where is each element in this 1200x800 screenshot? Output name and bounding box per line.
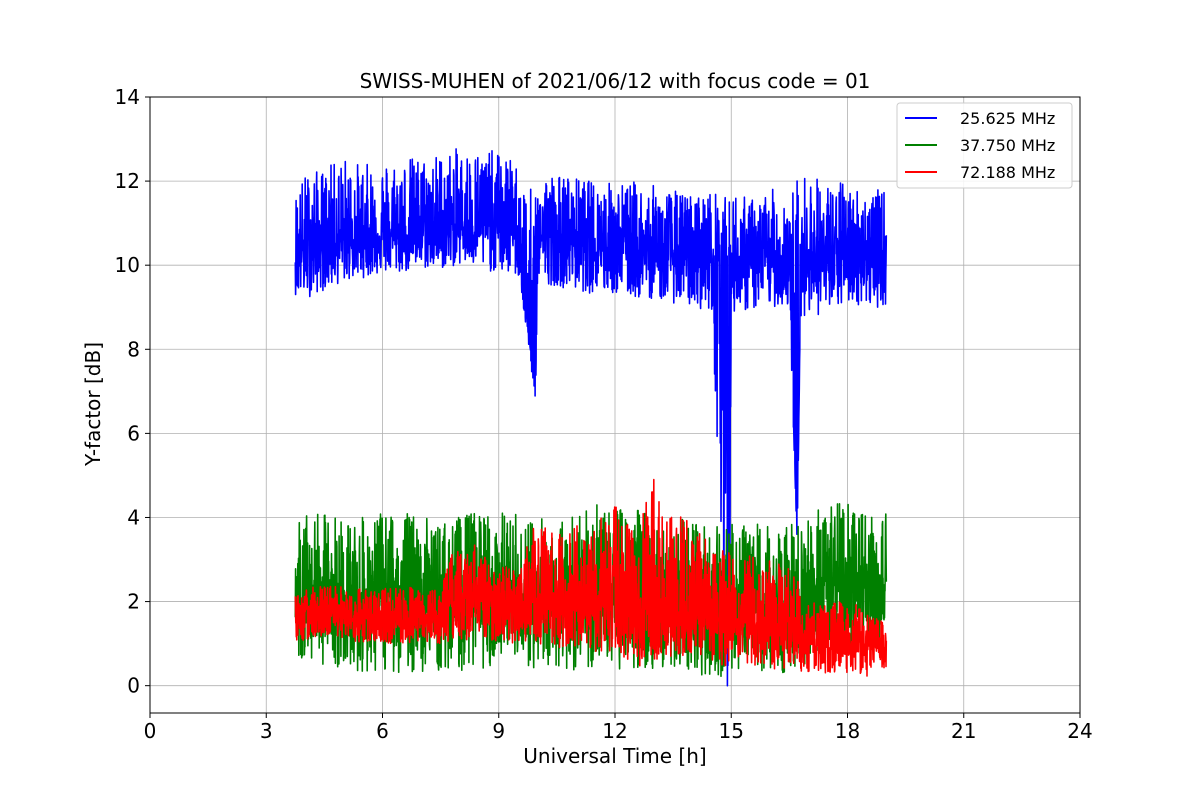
legend-label-25mhz: 25.625 MHz xyxy=(960,109,1055,128)
legend-label-72mhz: 72.188 MHz xyxy=(960,163,1055,182)
x-tick-label: 15 xyxy=(719,719,744,743)
y-axis-label: Y-factor [dB] xyxy=(81,342,105,467)
x-tick-label: 3 xyxy=(260,719,273,743)
y-tick-label: 2 xyxy=(127,590,140,614)
y-tick-label: 0 xyxy=(127,674,140,698)
chart-title: SWISS-MUHEN of 2021/06/12 with focus cod… xyxy=(360,69,871,93)
x-axis-label: Universal Time [h] xyxy=(523,744,706,768)
series-line-0 xyxy=(294,148,888,687)
x-tick-label: 9 xyxy=(492,719,505,743)
plot-area xyxy=(294,148,888,687)
y-tick-label: 10 xyxy=(115,253,140,277)
x-tick-label: 6 xyxy=(376,719,389,743)
y-tick-label: 12 xyxy=(115,169,140,193)
x-tick-label: 21 xyxy=(951,719,976,743)
y-tick-label: 6 xyxy=(127,421,140,445)
y-tick-label: 14 xyxy=(115,85,140,109)
y-tick-label: 4 xyxy=(127,505,140,529)
y-tick-label: 8 xyxy=(127,337,140,361)
x-tick-label: 12 xyxy=(602,719,627,743)
legend-label-37mhz: 37.750 MHz xyxy=(960,136,1055,155)
legend-box xyxy=(896,102,1073,189)
legend: 25.625 MHz 37.750 MHz 72.188 MHz xyxy=(896,102,1073,189)
x-tick-label: 0 xyxy=(144,719,157,743)
series-line-2 xyxy=(294,478,888,677)
x-tick-label: 18 xyxy=(835,719,860,743)
x-tick-label: 24 xyxy=(1067,719,1092,743)
